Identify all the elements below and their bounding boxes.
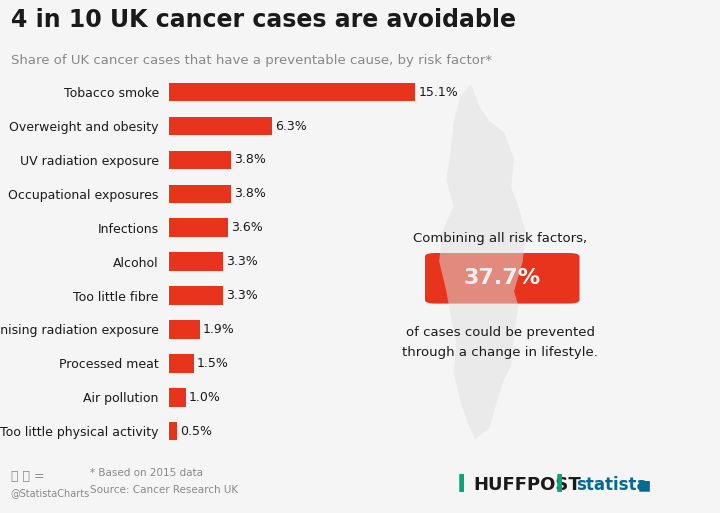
Text: 1.5%: 1.5% [197, 357, 228, 370]
Text: 3.8%: 3.8% [234, 153, 266, 166]
Text: @StatistaCharts: @StatistaCharts [11, 488, 90, 499]
Text: Source: Cancer Research UK: Source: Cancer Research UK [90, 485, 238, 495]
Text: ■: ■ [638, 478, 651, 492]
Text: 1.0%: 1.0% [189, 391, 220, 404]
Bar [169, 354, 194, 372]
Bar [169, 422, 177, 441]
FancyBboxPatch shape [425, 253, 580, 304]
Text: HUFFPOST: HUFFPOST [473, 476, 581, 494]
Bar [169, 320, 200, 339]
Text: Share of UK cancer cases that have a preventable cause, by risk factor*: Share of UK cancer cases that have a pre… [11, 54, 492, 67]
Bar [169, 185, 231, 203]
Bar [169, 286, 223, 305]
Text: 37.7%: 37.7% [464, 268, 541, 288]
Bar [169, 388, 186, 406]
Text: 3.8%: 3.8% [234, 187, 266, 201]
Text: 0.5%: 0.5% [180, 425, 212, 438]
Text: 3.3%: 3.3% [226, 289, 258, 302]
Text: 1.9%: 1.9% [203, 323, 235, 336]
Text: of cases could be prevented
through a change in lifestyle.: of cases could be prevented through a ch… [402, 326, 598, 359]
Text: * Based on 2015 data: * Based on 2015 data [90, 468, 203, 478]
Bar [169, 252, 223, 271]
Bar [169, 83, 415, 102]
Text: 3.3%: 3.3% [226, 255, 258, 268]
Bar [169, 151, 231, 169]
Text: statista: statista [576, 476, 647, 494]
Text: ⓒ ⓘ =: ⓒ ⓘ = [11, 469, 45, 483]
Text: Combining all risk factors,: Combining all risk factors, [413, 232, 588, 245]
Bar [169, 117, 272, 135]
Text: I: I [554, 473, 564, 497]
Text: 3.6%: 3.6% [231, 221, 263, 234]
Text: I: I [457, 473, 467, 497]
Polygon shape [439, 84, 526, 439]
Text: 4 in 10 UK cancer cases are avoidable: 4 in 10 UK cancer cases are avoidable [11, 8, 516, 32]
Bar [169, 219, 228, 237]
Text: 6.3%: 6.3% [275, 120, 307, 132]
Text: 15.1%: 15.1% [418, 86, 458, 98]
